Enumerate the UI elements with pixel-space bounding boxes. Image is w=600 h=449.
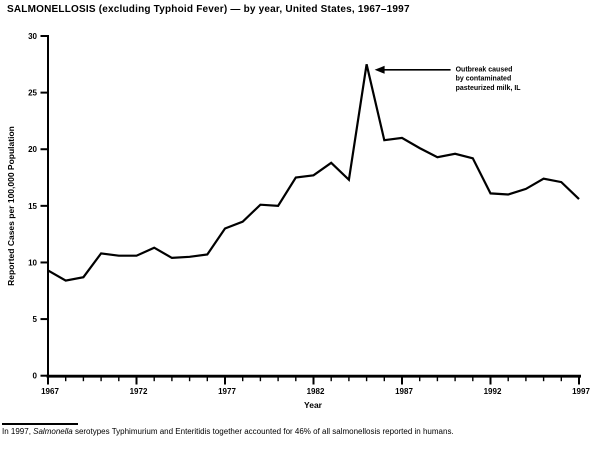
y-tick-label: 15: [28, 202, 37, 211]
x-tick-label: 1982: [307, 387, 325, 396]
y-tick-label: 30: [28, 32, 37, 41]
x-tick-label: 1997: [572, 387, 590, 396]
annotation-text: Outbreak caused: [456, 66, 513, 73]
annotation-text: pasteurized milk, IL: [456, 85, 522, 92]
y-tick-label: 10: [28, 258, 37, 267]
footnote-rule: [2, 423, 78, 425]
x-tick-label: 1977: [218, 387, 236, 396]
x-axis-title: Year: [304, 400, 323, 410]
x-tick-label: 1992: [484, 387, 502, 396]
footnote-rest: serotypes Typhimurium and Enteritidis to…: [72, 427, 454, 436]
footnote-italic-term: Salmonella: [33, 427, 73, 436]
annotation-arrowhead: [374, 65, 385, 74]
data-line: [47, 64, 580, 282]
annotation-text: by contaminated: [456, 76, 512, 83]
y-tick-label: 25: [28, 89, 37, 98]
x-tick-label: 1972: [130, 387, 148, 396]
y-tick-label: 20: [28, 145, 37, 154]
chart-title: SALMONELLOSIS (excluding Typhoid Fever) …: [7, 4, 410, 15]
y-tick-label: 0: [33, 372, 38, 381]
footnote-text: In 1997, Salmonella serotypes Typhimuriu…: [2, 427, 598, 437]
x-tick-label: 1967: [41, 387, 59, 396]
footnote: In 1997, Salmonella serotypes Typhimuriu…: [2, 423, 598, 437]
y-axis-title: Reported Cases per 100,000 Population: [6, 126, 16, 286]
plot-area: 0 5 10 15 20 25 30 1967 1972 1977 1982 1987 1992 1997…: [28, 32, 590, 396]
x-tick-label: 1987: [395, 387, 413, 396]
footnote-prefix: In 1997,: [2, 427, 34, 436]
y-tick-label: 5: [33, 315, 38, 324]
